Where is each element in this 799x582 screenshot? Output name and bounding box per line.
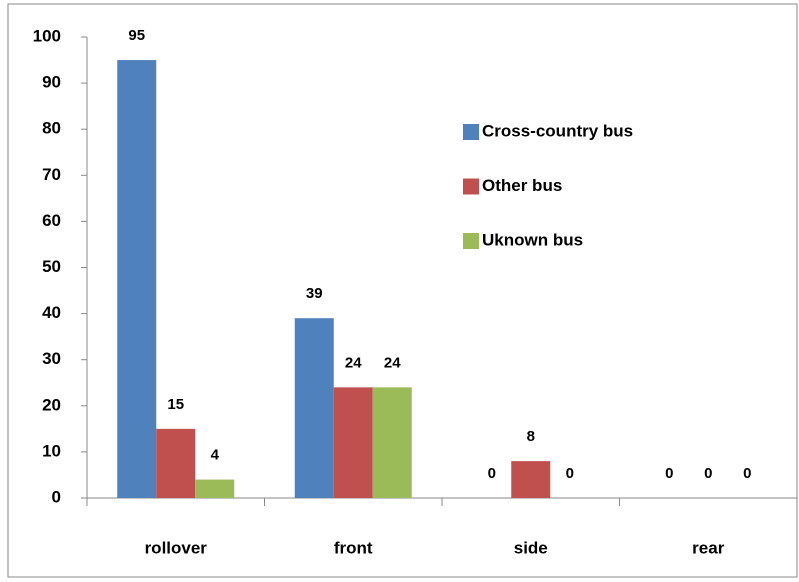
y-tick-label: 70 <box>42 165 61 184</box>
legend-swatch <box>463 233 479 249</box>
y-tick-label: 10 <box>42 441 61 460</box>
value-label: 95 <box>128 27 145 44</box>
legend-label: Uknown bus <box>482 230 583 249</box>
y-tick-label: 50 <box>42 257 61 276</box>
legend-swatch <box>463 124 479 140</box>
value-label: 0 <box>566 465 574 482</box>
y-tick-label: 60 <box>42 211 61 230</box>
y-tick-label: 0 <box>52 487 61 506</box>
bar <box>156 428 196 498</box>
bar <box>511 461 551 498</box>
value-label: 0 <box>743 465 751 482</box>
bar <box>372 387 412 498</box>
y-tick-label: 20 <box>42 395 61 414</box>
legend-label: Cross-country bus <box>482 121 633 140</box>
value-label: 0 <box>488 465 496 482</box>
value-label: 15 <box>167 396 184 413</box>
value-label: 39 <box>306 285 323 302</box>
bar <box>195 479 235 498</box>
x-tick-label: rear <box>692 538 725 557</box>
x-tick-label: front <box>334 538 373 557</box>
value-label: 24 <box>384 354 401 371</box>
value-label: 24 <box>345 354 362 371</box>
y-tick-label: 80 <box>42 119 61 138</box>
x-tick-label: side <box>514 538 548 557</box>
y-tick-label: 90 <box>42 73 61 92</box>
value-label: 4 <box>211 447 220 464</box>
bar <box>117 60 157 499</box>
bar <box>294 318 334 498</box>
y-tick-label: 100 <box>33 26 61 45</box>
bar <box>333 387 373 498</box>
value-label: 0 <box>704 465 712 482</box>
value-label: 8 <box>527 428 535 445</box>
y-tick-label: 30 <box>42 349 61 368</box>
x-tick-label: rollover <box>145 538 208 557</box>
value-label: 0 <box>665 465 673 482</box>
y-tick-label: 40 <box>42 303 61 322</box>
legend-label: Other bus <box>482 176 562 195</box>
legend-swatch <box>463 178 479 195</box>
